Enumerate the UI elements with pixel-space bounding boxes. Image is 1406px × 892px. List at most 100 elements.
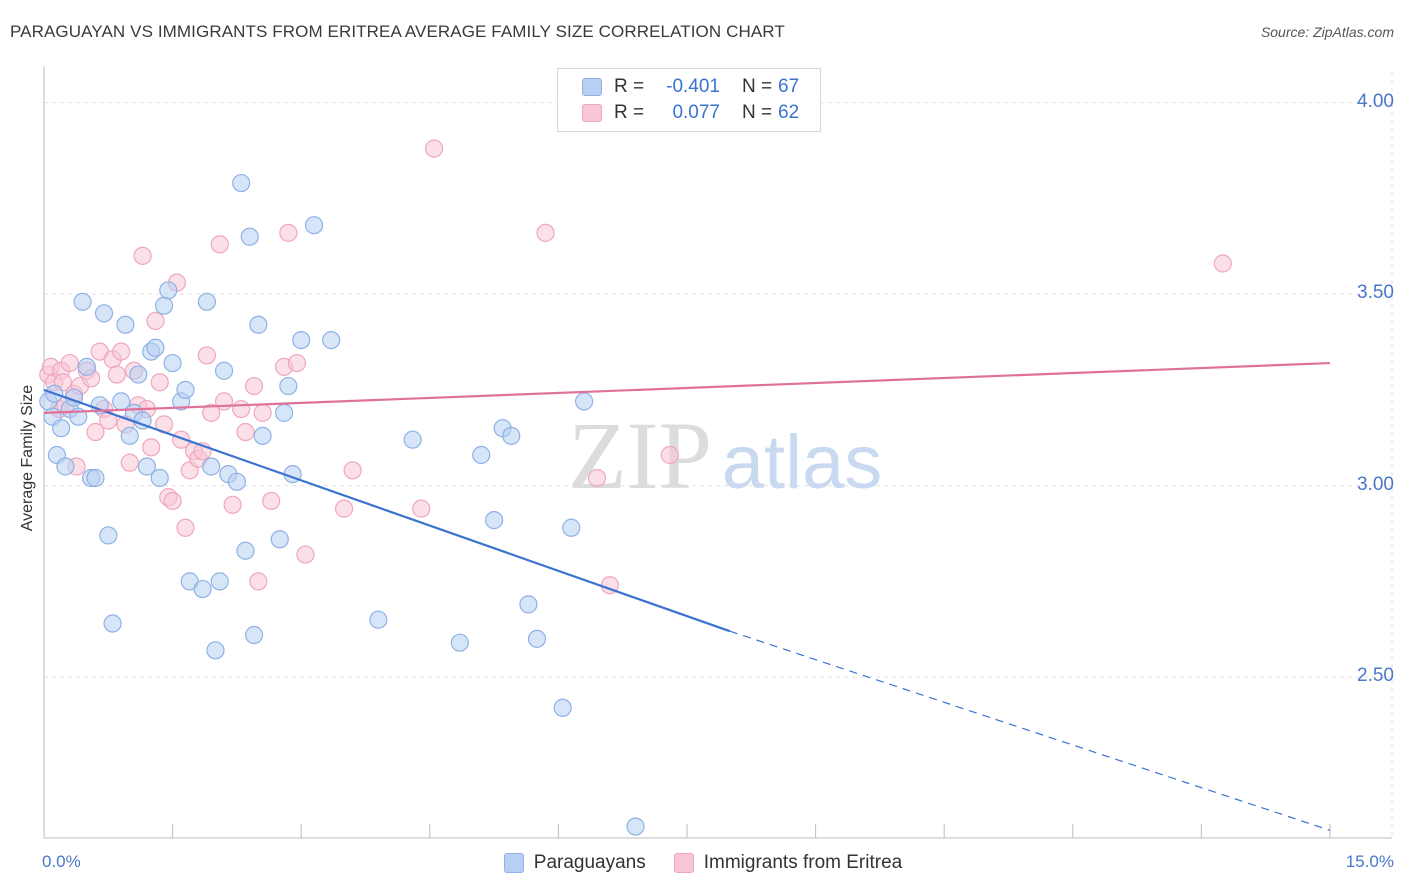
paraguayans-point [292,331,311,350]
y-tick-label: 4.00 [1357,90,1394,112]
grid-lines [44,72,1393,838]
watermark-zip: ZIP [568,402,712,509]
paraguayans-point [103,614,122,633]
correlation-legend: R = -0.401 N = 67 R = 0.077 N = 62 [557,68,821,132]
y-tick-label: 3.00 [1357,473,1394,495]
eritrea-point [253,403,272,422]
legend-r-label: R = [614,102,645,123]
eritrea-point [296,545,315,564]
eritrea-point [86,422,105,442]
paraguayans-point [232,173,251,193]
eritrea-point [210,235,229,254]
eritrea-point [214,392,234,411]
paraguayans-point [502,426,521,445]
legend-n-label: N = [742,102,773,123]
paraguayans-trend-line [43,388,731,633]
paraguayans-point [56,457,75,476]
paraguayans-point [116,315,135,334]
paraguayans-point [146,338,165,357]
y-axis-label: Average Family Size [19,384,36,532]
watermark: ZIP atlas [568,402,882,509]
legend-label-paraguayans: Paraguayans [533,852,646,873]
paraguayans-point [129,365,148,384]
paraguayans-point [626,817,645,836]
y-tick-label: 3.50 [1357,282,1394,304]
eritrea-point [249,572,268,591]
eritrea-point [287,353,307,373]
eritrea-point [176,518,195,537]
paraguayans-point [240,227,259,246]
paraguayans-point [274,403,294,422]
paraguayans-point [86,468,105,488]
eritrea-point [536,223,555,242]
paraguayans-point [137,457,156,476]
paraguayans-point [485,511,504,530]
paraguayans-point [73,292,92,311]
source-label: Source: ZipAtlas.com [1260,24,1394,40]
series-eritrea-points [39,139,1232,595]
paraguayans-point [244,625,264,645]
paraguayans-point [206,641,225,660]
legend-n-label: N = [742,76,773,97]
paraguayans-point [202,457,221,476]
paraguayans-point [150,468,169,488]
paraguayans-point [304,216,324,235]
paraguayans-point [322,331,341,350]
eritrea-point [142,438,161,457]
paraguayans-point [163,353,182,373]
paraguayans-point [253,426,272,445]
eritrea-point [197,346,216,365]
paraguayans-point [403,430,422,449]
paraguayans-point [176,380,195,399]
eritrea-trend-line [43,361,1331,414]
legend-row-eritrea: R = 0.077 N = 62 [582,101,799,125]
eritrea-point [343,461,362,480]
paraguayans-point [236,541,255,560]
eritrea-point [660,445,679,465]
paraguayans-point [159,281,178,300]
legend-item-eritrea: Immigrants from Eritrea [673,852,903,874]
axes [43,66,1392,839]
eritrea-point [279,223,298,242]
paraguayans-point [472,445,491,465]
paraguayans-point [270,530,289,549]
paraguayans-point [154,296,174,315]
chart-title: PARAGUAYAN VS IMMIGRANTS FROM ERITREA AV… [10,22,785,41]
paraguayans-point [562,518,581,537]
paraguayans-point [99,526,118,545]
x-tick-min: 0.0% [42,852,81,871]
paraguayans-point [227,472,246,491]
paraguayans-point [210,572,229,591]
legend-r-label: R = [614,76,645,97]
paraguayans-point [527,629,547,648]
eritrea-point [133,246,152,265]
legend-swatch-pink [582,104,602,122]
eritrea-point [172,430,191,449]
x-tick-max: 15.0% [1345,852,1394,871]
watermark-atlas: atlas [722,420,883,505]
eritrea-point [587,468,607,488]
eritrea-point [244,376,264,396]
paraguayans-point [193,579,212,599]
legend-swatch-blue [503,853,524,873]
paraguayans-point [279,376,298,396]
paraguayans-point [450,633,469,652]
legend-n-value: 62 [778,102,800,123]
eritrea-point [107,365,126,384]
eritrea-point [232,399,251,419]
eritrea-point [163,491,182,511]
y-tick-label: 2.50 [1357,665,1394,687]
paraguayans-point [197,292,216,311]
legend-r-value: 0.077 [672,102,720,123]
legend-item-paraguayans: Paraguayans [503,852,646,874]
paraguayans-point [553,698,572,717]
legend-n-value: 67 [778,76,800,97]
paraguayans-point [214,361,234,380]
paraguayans-point [52,419,71,438]
trend-lines [43,361,1331,831]
legend-label-eritrea: Immigrants from Eritrea [703,852,903,873]
legend-swatch-blue [582,78,602,96]
eritrea-point [202,403,221,422]
eritrea-point [1213,254,1232,273]
